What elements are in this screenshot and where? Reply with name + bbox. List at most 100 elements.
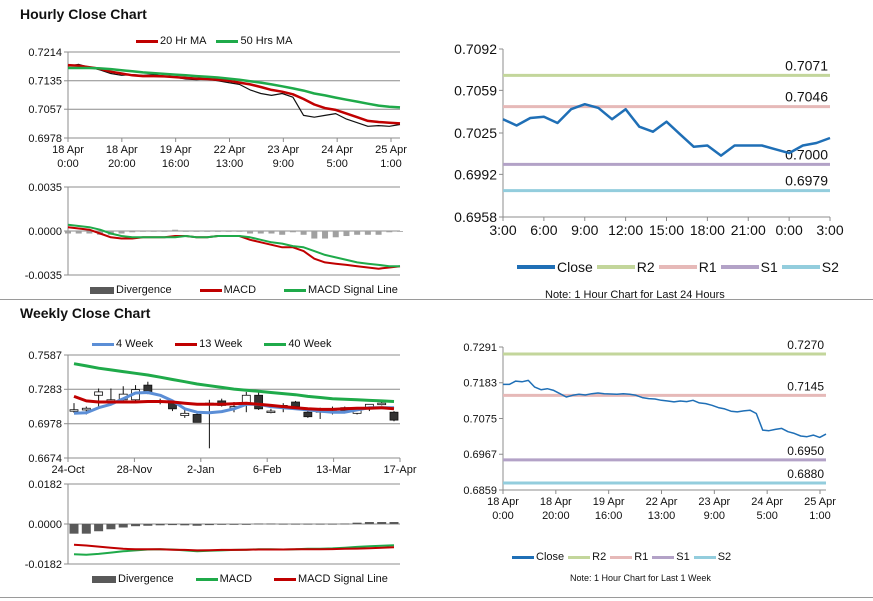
y-tick-label: 0.0182	[28, 479, 62, 491]
x-tick-label-line: 19 Apr	[593, 496, 625, 508]
divergence-bar	[289, 231, 296, 233]
divergence-bar	[254, 523, 264, 525]
divergence-bar	[131, 524, 141, 527]
divergence-bar	[155, 524, 165, 526]
x-tick-label: 18 Apr 20:00	[106, 144, 138, 170]
divergence-bar	[375, 231, 382, 235]
x-tick-label-line: 2-Jan	[187, 464, 215, 476]
x-tick-label: 9:00	[571, 222, 598, 238]
x-tick-label-line: 1:00	[380, 158, 401, 170]
legend-swatch-s2	[781, 265, 820, 269]
y-tick-label: -0.0035	[25, 270, 62, 282]
x-tick-label: 18:00	[690, 222, 725, 238]
divergence-bar	[386, 231, 393, 233]
legend-swatch-s2	[693, 555, 716, 559]
legend-label: 50 Hrs MA	[240, 35, 293, 47]
legend-label: R1	[698, 259, 717, 275]
divergence-bar	[143, 524, 153, 526]
divergence-bar	[75, 231, 82, 234]
y-tick-label: 0.7092	[454, 41, 497, 57]
legend-label: MACD Signal Line	[298, 573, 388, 585]
chart-hourly_macd: 0.0035 0.0000 -0.0035	[25, 182, 403, 282]
x-tick-label-line: 3:00	[816, 222, 843, 238]
x-tick-label: 18 Apr 20:00	[540, 496, 572, 522]
hourly-macd-legend: Divergence MACD MACD Signal Line	[90, 284, 408, 296]
divergence-bar	[172, 229, 179, 231]
y-tick-label: 0.0000	[28, 226, 62, 238]
level-label-s2: 0.6979	[785, 173, 828, 189]
x-tick-label-line: 22 Apr	[214, 144, 246, 156]
divergence-bar	[291, 523, 301, 525]
divergence-bar	[266, 523, 276, 525]
legend-swatch-signal	[284, 288, 307, 292]
level-label-r1: 0.7046	[785, 89, 828, 105]
divergence-bar	[217, 524, 227, 525]
y-tick-label: 0.7135	[28, 76, 62, 88]
candle-body	[303, 411, 313, 418]
legend-swatch-r2	[568, 555, 591, 559]
divergence-bar	[236, 231, 243, 232]
x-tick-label: 22 Apr 13:00	[646, 496, 678, 522]
legend-swatch-close	[512, 555, 534, 559]
y-tick-label: 0.7059	[454, 82, 497, 98]
legend-swatch-4wk	[92, 342, 114, 346]
legend-swatch-close	[517, 265, 555, 269]
divergence-bar	[332, 231, 339, 238]
x-tick-label-line: 9:00	[704, 510, 725, 522]
level-label-s1: 0.7000	[785, 146, 828, 162]
x-tick-label-line: 28-Nov	[117, 464, 153, 476]
hourly-24h-note: Note: 1 Hour Chart for Last 24 Hours	[545, 289, 725, 301]
legend-swatch-s1	[652, 555, 675, 559]
weekly-close-legend: Close R2 R1 S1 S2	[512, 551, 741, 563]
level-label-r1: 0.7145	[787, 379, 824, 393]
weekly-macd-legend: Divergence MACD MACD Signal Line	[92, 573, 398, 585]
legend-swatch-divergence	[90, 286, 114, 294]
x-tick-label-line: 18 Apr	[487, 496, 519, 508]
legend-label: Close	[557, 259, 593, 275]
y-tick-label: 0.7283	[28, 384, 62, 396]
divergence-bar	[81, 524, 91, 534]
x-tick-label-line: 18:00	[690, 222, 725, 238]
x-tick-label-line: 5:00	[326, 158, 347, 170]
legend-swatch-20hr	[136, 39, 158, 43]
x-tick-label-line: 0:00	[492, 510, 513, 522]
series-line-close	[502, 102, 831, 157]
y-tick-label: 0.0000	[28, 519, 62, 531]
y-tick-label: 0.7075	[463, 413, 497, 425]
x-tick-label: 3:00	[816, 222, 843, 238]
series-line-13-week	[73, 394, 395, 411]
x-tick-label-line: 19 Apr	[160, 144, 192, 156]
weekly-close-note: Note: 1 Hour Chart for Last 1 Week	[570, 573, 711, 583]
candle-body	[94, 391, 104, 396]
x-tick-label-line: 20:00	[108, 158, 136, 170]
divergence-bar	[247, 231, 254, 234]
legend-swatch-macd	[199, 288, 222, 292]
legend-label: R2	[592, 551, 607, 563]
x-tick-label-line: 18 Apr	[52, 144, 84, 156]
x-tick-label-line: 25 Apr	[804, 496, 836, 508]
weekly-ma-legend: 4 Week 13 Week 40 Week	[92, 338, 342, 350]
y-tick-label: 0.0035	[28, 182, 62, 194]
x-tick-label: 3:00	[489, 222, 516, 238]
candle-body	[389, 411, 399, 421]
x-tick-label-line: 6:00	[530, 222, 557, 238]
x-tick-label-line: 0:00	[776, 222, 803, 238]
legend-label: 4 Week	[116, 338, 154, 350]
x-tick-label: 13-Mar	[316, 464, 351, 476]
x-tick-label: 6-Feb	[253, 464, 282, 476]
legend-label: S2	[717, 551, 732, 563]
hourly-chart-title: Hourly Close Chart	[20, 6, 147, 22]
x-tick-label-line: 9:00	[273, 158, 294, 170]
y-tick-label: 0.7057	[28, 104, 62, 116]
y-tick-label: 0.6978	[28, 419, 62, 431]
divergence-bar	[182, 231, 189, 232]
x-tick-label: 25 Apr 1:00	[375, 144, 407, 170]
candle-body	[291, 401, 300, 407]
legend-swatch-50hr	[216, 39, 239, 43]
divergence-bar	[150, 231, 157, 232]
divergence-bar	[161, 231, 168, 232]
x-tick-label: 28-Nov	[117, 464, 153, 476]
